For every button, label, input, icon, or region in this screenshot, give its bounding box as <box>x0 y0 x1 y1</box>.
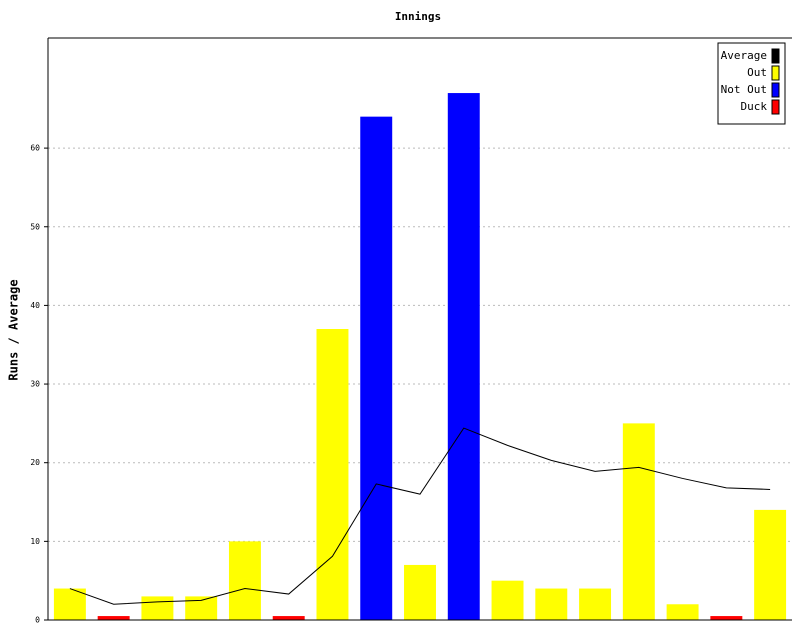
bar <box>404 564 436 620</box>
bar <box>579 588 612 620</box>
chart-title: Innings <box>395 10 441 23</box>
legend-label: Average <box>721 49 767 62</box>
bar <box>272 616 305 620</box>
legend-swatch <box>771 48 780 64</box>
legend-label: Out <box>747 66 767 79</box>
y-axis-title: Runs / Average <box>7 279 21 380</box>
y-tick-label: 0 <box>35 616 40 625</box>
bar <box>97 616 130 620</box>
legend-label: Not Out <box>721 83 767 96</box>
bar <box>360 116 393 620</box>
legend: Average Out Not Out Duck <box>717 42 786 125</box>
bar <box>228 541 261 620</box>
bar <box>754 509 787 620</box>
bar <box>185 596 218 620</box>
legend-swatch <box>771 99 780 115</box>
bar <box>622 423 655 620</box>
y-tick-label: 50 <box>30 222 40 231</box>
bar <box>535 588 568 620</box>
bar <box>491 580 524 620</box>
bar <box>666 604 699 620</box>
y-tick-label: 40 <box>30 301 40 310</box>
y-tick-label: 60 <box>30 144 40 153</box>
bar <box>710 616 743 620</box>
y-tick-label: 20 <box>30 458 40 467</box>
bar <box>53 588 86 620</box>
bar <box>141 596 174 620</box>
bar <box>316 329 349 620</box>
y-tick-label: 30 <box>30 380 40 389</box>
legend-swatch <box>771 65 780 81</box>
legend-label: Duck <box>741 100 768 113</box>
average-line <box>69 427 771 605</box>
bar <box>447 93 480 620</box>
legend-swatch <box>771 82 780 98</box>
y-tick-label: 10 <box>30 537 40 546</box>
